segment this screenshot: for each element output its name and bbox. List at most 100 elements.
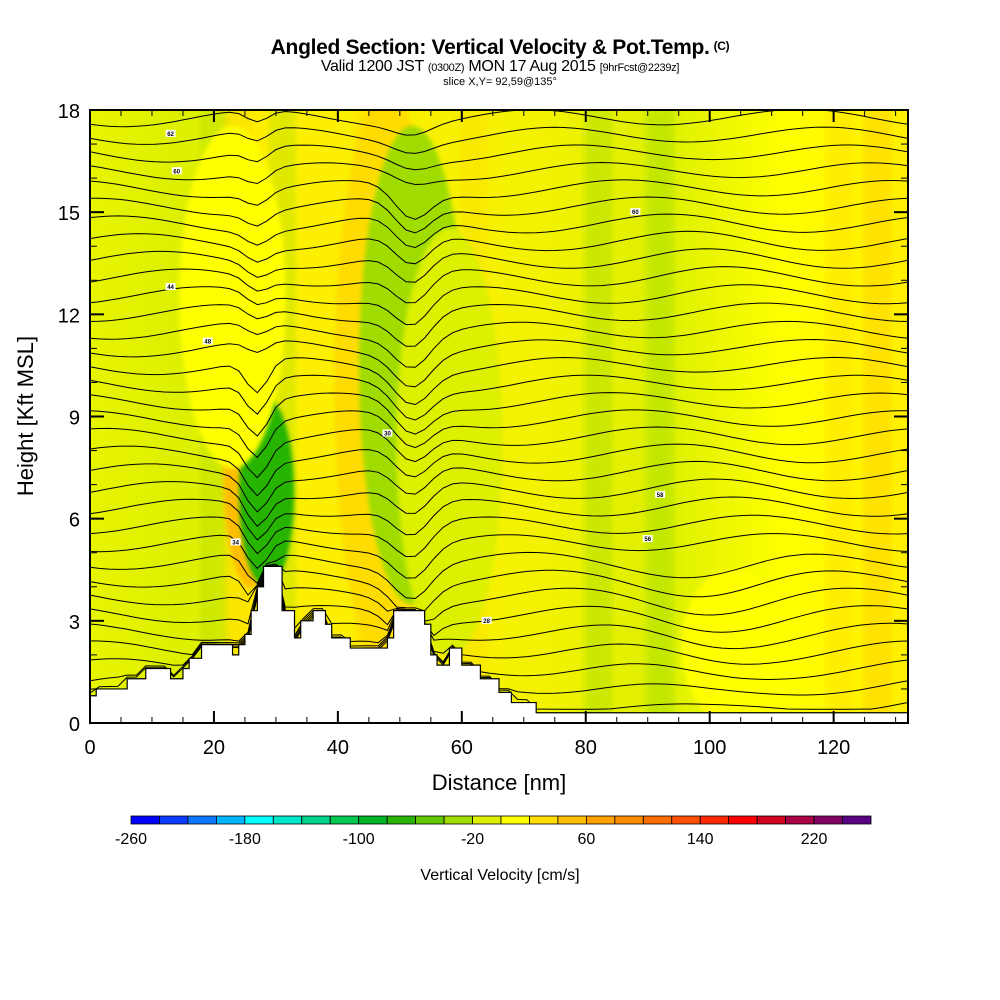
contour-line xyxy=(90,563,908,612)
colorbar-tick-label: -20 xyxy=(461,831,484,848)
colorbar-tick-label: 220 xyxy=(801,831,828,848)
y-tick-label: 6 xyxy=(69,510,80,532)
colorbar-swatch xyxy=(443,815,473,825)
contour-line xyxy=(90,161,908,186)
contour-line xyxy=(90,248,908,283)
velocity-band xyxy=(863,110,892,723)
contour-label: 58 xyxy=(657,493,664,499)
contour-line xyxy=(90,443,908,497)
y-tick-label: 12 xyxy=(58,305,80,327)
contour-line xyxy=(90,567,908,637)
contour-line xyxy=(90,409,908,459)
y-axis-title: Height [Kft MSL] xyxy=(13,336,38,496)
valid-date: MON 17 Aug 2015 xyxy=(468,58,596,75)
contour-label-box xyxy=(382,429,393,437)
contour-label: 34 xyxy=(232,541,239,547)
contour-line xyxy=(90,569,908,650)
x-axis: 0 20 40 60 80 100 120 xyxy=(84,110,897,759)
y-tick-label: 18 xyxy=(58,101,80,123)
contour-line xyxy=(90,551,908,600)
contour-label-box xyxy=(642,535,653,543)
contour-line xyxy=(90,571,908,665)
colorbar-swatch xyxy=(785,815,815,825)
valid-time: Valid 1200 JST xyxy=(320,58,424,75)
contour-line xyxy=(90,230,908,265)
contour-line xyxy=(90,213,908,249)
x-tick-label: 100 xyxy=(693,737,726,759)
contour-label: 28 xyxy=(483,619,490,625)
velocity-field xyxy=(179,110,892,723)
contour-line xyxy=(90,496,908,541)
y-axis: 0 3 6 9 12 15 18 xyxy=(58,101,908,736)
colorbar-swatch xyxy=(215,815,246,825)
colorbar-title: Vertical Velocity [cm/s] xyxy=(420,867,579,884)
colorbar-tick-label: -260 xyxy=(115,831,147,848)
contour-label-box xyxy=(165,283,176,291)
colorbar-swatch xyxy=(301,815,331,825)
y-tick-label: 15 xyxy=(58,203,80,225)
contour-label-box xyxy=(655,490,666,498)
colorbar-swatch xyxy=(842,815,872,825)
contour-line xyxy=(90,196,908,234)
colorbar-swatch xyxy=(130,815,160,825)
contour-line xyxy=(90,338,908,388)
contour-label-box xyxy=(230,538,241,546)
contour-label: 62 xyxy=(167,132,174,138)
contour-line xyxy=(90,320,908,368)
colorbar-tick-label: 140 xyxy=(687,831,714,848)
contour-line xyxy=(90,392,908,437)
updraft-core xyxy=(179,126,286,469)
colorbar-swatch xyxy=(159,815,189,825)
colorbar-swatch xyxy=(529,815,559,825)
contour-label: 56 xyxy=(644,537,651,543)
potential-temperature-contours xyxy=(90,110,908,710)
contour-label-box xyxy=(171,167,182,175)
x-axis-title: Distance [nm] xyxy=(432,770,567,795)
x-tick-label: 0 xyxy=(84,737,95,759)
colorbar-swatch xyxy=(614,815,644,825)
contour-label: 60 xyxy=(173,169,180,175)
chart-title-text: Angled Section: Vertical Velocity & Pot.… xyxy=(270,36,710,59)
contour-label-box xyxy=(481,616,492,624)
x-tick-label: 40 xyxy=(327,737,349,759)
colorbar-swatch xyxy=(642,815,673,825)
colorbar-swatch xyxy=(500,815,530,825)
colorbar-swatch xyxy=(472,815,502,825)
contour-line xyxy=(90,564,908,622)
contour-label-box xyxy=(630,208,641,216)
chart-title: Angled Section: Vertical Velocity & Pot.… xyxy=(0,36,1000,60)
contour-labels: 62 60 44 48 30 28 34 56 58 60 xyxy=(165,129,666,625)
colorbar-swatch xyxy=(671,815,701,825)
colorbar-swatch xyxy=(813,815,843,825)
contour-line xyxy=(90,478,908,528)
colorbar-swatch xyxy=(699,815,730,825)
colorbar-swatch xyxy=(244,815,274,825)
x-tick-label: 120 xyxy=(817,737,850,759)
colorbar-tick-label: 60 xyxy=(577,831,595,848)
downdraft-core xyxy=(396,228,503,656)
x-tick-label: 60 xyxy=(451,737,473,759)
colorbar-swatch xyxy=(272,815,303,825)
contour-line xyxy=(90,266,908,304)
contour-line xyxy=(90,179,908,220)
contour-line xyxy=(90,284,908,326)
contour-label: 44 xyxy=(167,285,174,291)
x-tick-label: 80 xyxy=(575,737,597,759)
updraft-core xyxy=(681,568,788,723)
contour-line xyxy=(90,302,908,347)
colorbar-tick-label: -100 xyxy=(343,831,375,848)
contour-label-box xyxy=(165,129,176,137)
contour-line xyxy=(90,426,908,479)
colorbar: -260 -180 -100 -20 60 140 220 xyxy=(115,815,872,848)
slice-info: slice X,Y= 92,59@135° xyxy=(443,76,557,88)
colorbar-swatch xyxy=(187,815,217,825)
contour-line xyxy=(90,533,908,579)
contour-label: 60 xyxy=(632,210,639,216)
contour-line xyxy=(90,374,908,421)
contour-label: 30 xyxy=(384,432,391,438)
y-tick-label: 0 xyxy=(69,714,80,736)
contour-label-box xyxy=(202,337,213,345)
valid-utc: (0300Z) xyxy=(427,62,465,74)
contour-line xyxy=(90,126,908,154)
forecast-info: [9hrFcst@2239z] xyxy=(599,62,680,74)
